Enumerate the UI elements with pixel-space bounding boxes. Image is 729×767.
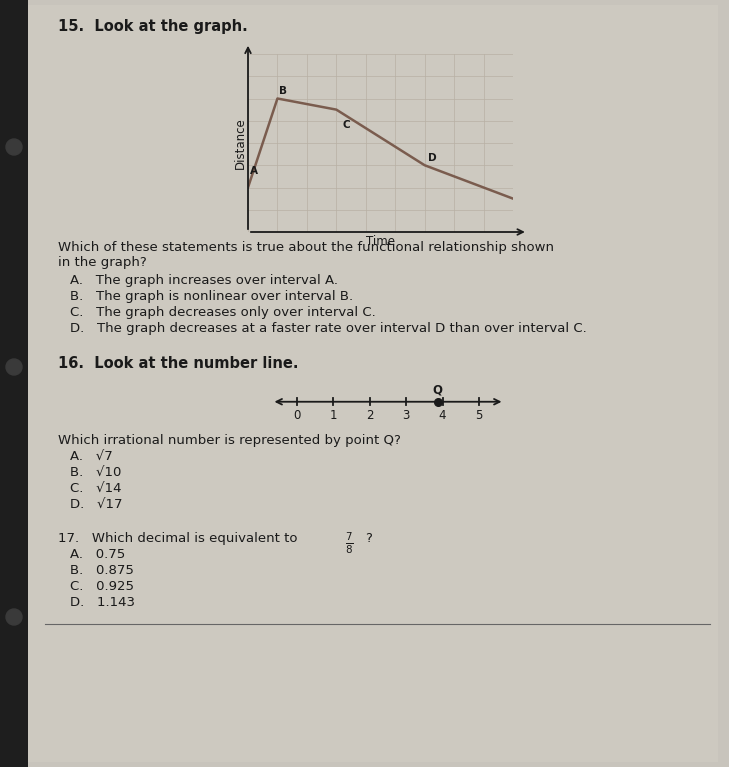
Text: A.   √7: A. √7 (70, 450, 113, 463)
X-axis label: Time: Time (366, 235, 395, 248)
Text: A.   The graph increases over interval A.: A. The graph increases over interval A. (70, 274, 338, 287)
Text: 15.  Look at the graph.: 15. Look at the graph. (58, 19, 248, 34)
Text: 0: 0 (293, 409, 301, 422)
Text: Q: Q (433, 383, 443, 396)
Text: 17.   Which decimal is equivalent to: 17. Which decimal is equivalent to (58, 532, 297, 545)
Text: D: D (428, 153, 436, 163)
Text: D.   The graph decreases at a faster rate over interval D than over interval C.: D. The graph decreases at a faster rate … (70, 322, 587, 335)
Y-axis label: Distance: Distance (233, 117, 246, 169)
Text: C.   √14: C. √14 (70, 482, 122, 495)
Circle shape (6, 139, 22, 155)
Text: A: A (249, 166, 257, 176)
Text: B.   √10: B. √10 (70, 466, 121, 479)
Text: 1: 1 (330, 409, 338, 422)
Text: Which of these statements is true about the functional relationship shown: Which of these statements is true about … (58, 241, 554, 254)
Text: 16.  Look at the number line.: 16. Look at the number line. (58, 356, 298, 371)
Text: D.   √17: D. √17 (70, 498, 122, 511)
Text: C.   0.925: C. 0.925 (70, 580, 134, 593)
Text: D.   1.143: D. 1.143 (70, 596, 135, 609)
Text: ?: ? (365, 532, 372, 545)
Bar (0, 0, 28, 767)
Circle shape (6, 359, 22, 375)
Text: 4: 4 (439, 409, 446, 422)
Text: B: B (279, 86, 287, 97)
Text: in the graph?: in the graph? (58, 256, 147, 269)
Text: C: C (342, 120, 350, 130)
Text: B.   0.875: B. 0.875 (70, 564, 134, 577)
Circle shape (6, 609, 22, 625)
Text: 3: 3 (402, 409, 410, 422)
Text: 2: 2 (366, 409, 373, 422)
Text: Which irrational number is represented by point Q?: Which irrational number is represented b… (58, 434, 401, 447)
Text: B.   The graph is nonlinear over interval B.: B. The graph is nonlinear over interval … (70, 290, 353, 303)
Text: A.   0.75: A. 0.75 (70, 548, 125, 561)
Text: C.   The graph decreases only over interval C.: C. The graph decreases only over interva… (70, 306, 375, 319)
Text: 5: 5 (475, 409, 483, 422)
Text: $\frac{7}{8}$: $\frac{7}{8}$ (345, 531, 354, 556)
